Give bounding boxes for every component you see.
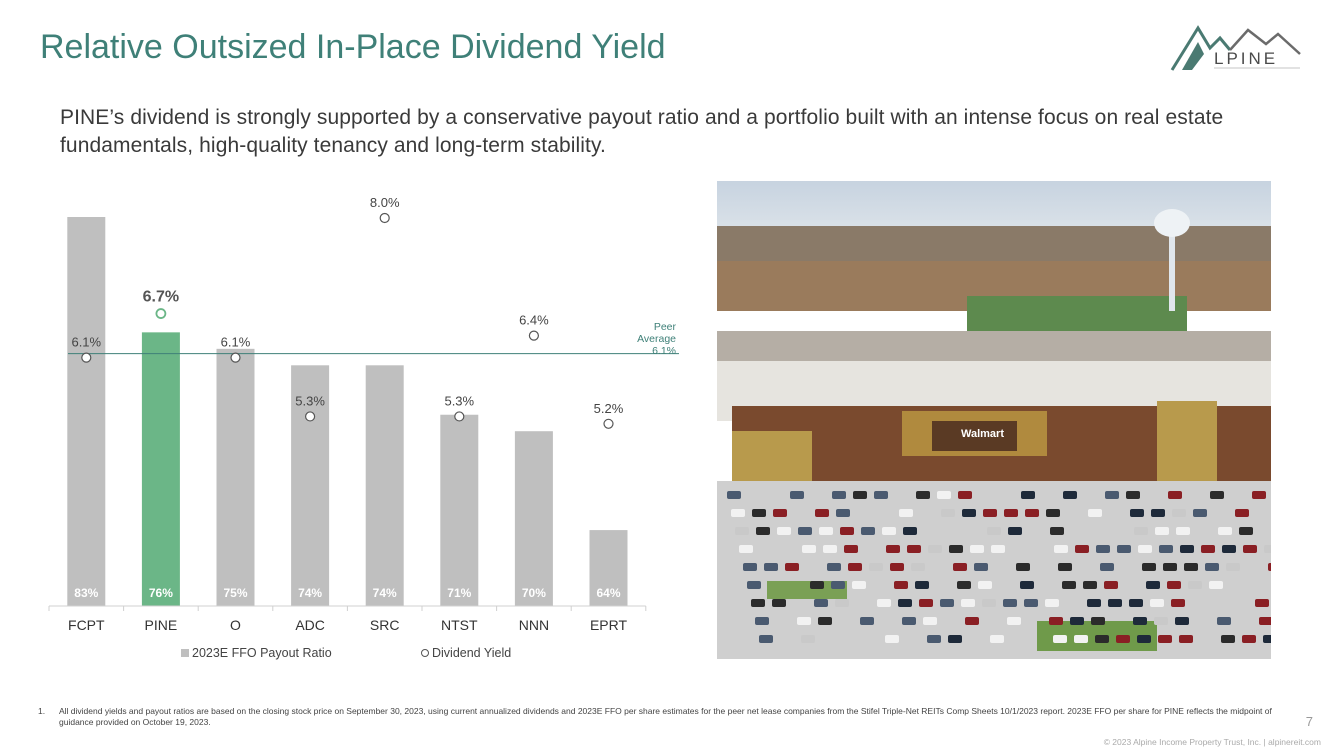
yield-point-eprt [603,418,614,429]
tick-label-eprt: EPRT [590,617,628,633]
bar-pine [141,332,180,606]
walmart-sign: Walmart [961,428,1004,440]
bar-label-o: 75% [223,586,247,600]
bar-ntst [440,414,479,606]
yield-point-pine [155,308,167,319]
bar-label-adc: 74% [298,586,322,600]
footnote-number: 1. [38,706,46,716]
footnote-text: All dividend yields and payout ratios ar… [59,706,1272,727]
bar-nnn [514,431,553,606]
yield-point-nnn [528,330,540,341]
bar-label-src: 74% [373,586,397,600]
tick-label-src: SRC [370,617,400,633]
tick-label-ntst: NTST [441,617,478,633]
legend-payout-ratio: 2023E FFO Payout Ratio [181,646,332,660]
payout-yield-chart: 83% FCPT 76% PINE 75% O 74% ADC 74% SRC 71% NTST 70%… [48,195,679,633]
yield-label-eprt: 5.2% [594,401,624,416]
legend-payout-label: 2023E FFO Payout Ratio [192,646,332,660]
peer-average-label: Peer [654,321,677,333]
legend-dividend-yield: Dividend Yield [421,646,511,660]
yield-label-ntst: 5.3% [444,393,474,408]
yield-label-src: 8.0% [370,195,400,210]
yield-point-adc [305,411,316,422]
subtitle: PINE’s dividend is strongly supported by… [60,106,1224,157]
alpine-logo: LPINE [1170,25,1301,71]
bar-label-pine: 76% [149,586,173,600]
bar-src [365,365,404,606]
bar-label-fcpt: 83% [74,586,98,600]
bar-o [216,348,255,606]
yield-label-fcpt: 6.1% [71,335,101,350]
yield-label-nnn: 6.4% [519,313,549,328]
tick-label-pine: PINE [145,617,178,633]
tick-label-o: O [230,617,241,633]
walmart-aerial-photo: Walmart [717,181,1271,659]
legend-bar-swatch [181,649,189,657]
bar-label-ntst: 71% [447,586,471,600]
bar-eprt [589,530,628,606]
tick-label-nnn: NNN [519,617,549,633]
bar-fcpt [67,217,106,606]
yield-point-fcpt [81,352,92,363]
page-title: Relative Outsized In-Place Dividend Yiel… [40,28,666,66]
yield-point-ntst [454,411,465,422]
bar-label-nnn: 70% [522,586,546,600]
peer-average-label: Average [637,333,676,345]
page-number: 7 [1305,714,1313,729]
legend-yield-label: Dividend Yield [432,646,512,660]
yield-label-o: 6.1% [221,335,251,350]
bar-adc [291,365,330,606]
tick-label-fcpt: FCPT [68,617,105,633]
yield-label-adc: 5.3% [295,393,325,408]
yield-point-o [230,352,241,363]
yield-label-pine: 6.7% [143,289,179,306]
yield-point-src [379,212,390,224]
copyright: © 2023 Alpine Income Property Trust, Inc… [1103,737,1321,747]
tick-label-adc: ADC [295,617,325,633]
logo-wordmark: LPINE [1214,49,1278,68]
legend-circle-swatch [421,649,429,657]
bar-label-eprt: 64% [596,586,620,600]
peer-average-label: 6.1% [652,345,676,357]
